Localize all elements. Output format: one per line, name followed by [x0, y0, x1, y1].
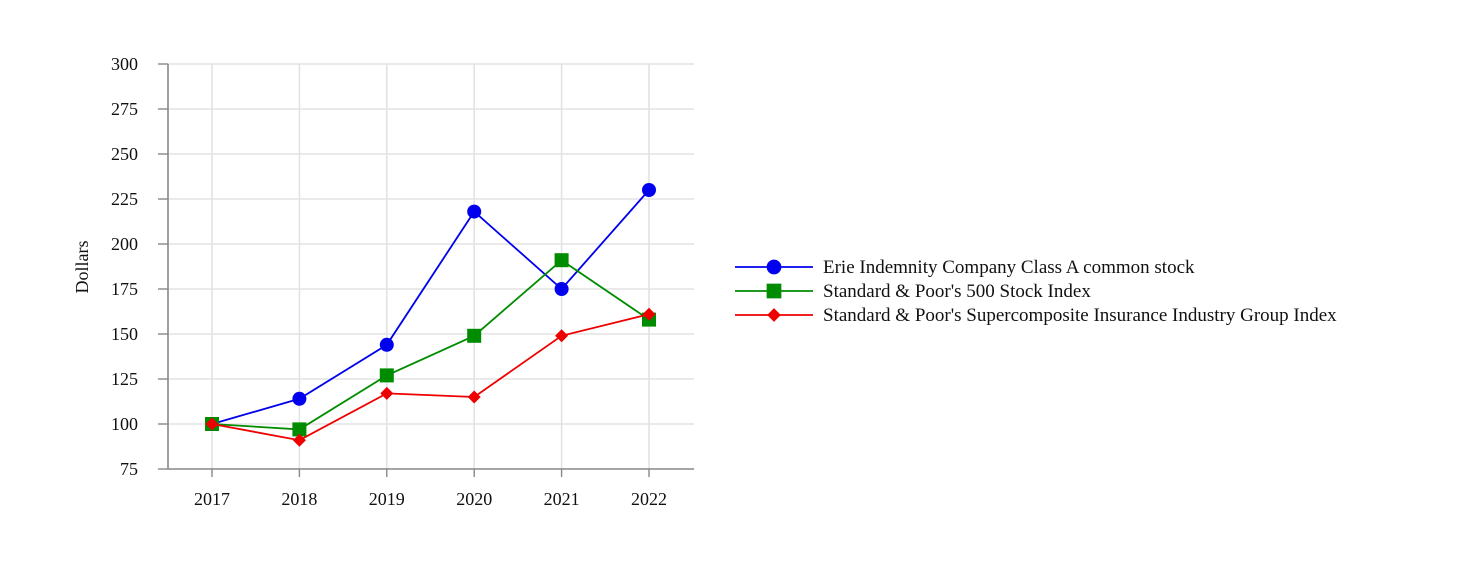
y-tick-label: 275: [111, 99, 138, 119]
legend-item: Standard & Poor's Supercomposite Insuran…: [735, 305, 1337, 326]
legend-item: Standard & Poor's 500 Stock Index: [735, 281, 1091, 302]
series-group: [205, 183, 656, 447]
axes: 75 100 125 150 175 200 225 250 275 300 2017 2018 201…: [111, 54, 694, 509]
gridlines: [168, 63, 694, 469]
series-line: [211, 313, 650, 442]
data-point: [379, 368, 394, 383]
x-tick-label: 2021: [544, 489, 580, 509]
x-tick-label: 2022: [631, 489, 667, 509]
data-point: [292, 391, 307, 406]
legend: Erie Indemnity Company Class A common st…: [735, 257, 1337, 326]
legend-marker: [766, 283, 782, 299]
y-tick-label: 300: [111, 54, 138, 74]
y-tick-label: 175: [111, 279, 138, 299]
legend-item: Erie Indemnity Company Class A common st…: [735, 257, 1195, 278]
y-tick-label: 150: [111, 324, 138, 344]
data-point: [467, 390, 481, 404]
data-point: [292, 422, 307, 437]
y-tick-label: 250: [111, 144, 138, 164]
y-axis-label: Dollars: [72, 241, 92, 294]
legend-label: Standard & Poor's 500 Stock Index: [823, 281, 1091, 302]
legend-label: Erie Indemnity Company Class A common st…: [823, 257, 1195, 278]
legend-label: Standard & Poor's Supercomposite Insuran…: [823, 305, 1337, 326]
series-3: [205, 307, 656, 447]
y-tick-label: 225: [111, 189, 138, 209]
data-point: [379, 337, 394, 352]
series-1: [205, 183, 656, 431]
data-point: [554, 253, 569, 268]
series-line: [211, 259, 650, 431]
x-tick-label: 2018: [281, 489, 317, 509]
data-point: [642, 307, 656, 321]
x-tick-label: 2020: [456, 489, 492, 509]
series-2: [205, 253, 656, 437]
y-tick-label: 125: [111, 369, 138, 389]
data-point: [467, 328, 482, 343]
data-point: [554, 282, 569, 296]
y-tick-label: 100: [111, 414, 138, 434]
x-tick-label: 2017: [194, 489, 230, 509]
legend-marker: [767, 308, 781, 322]
data-point: [467, 204, 482, 219]
data-point: [555, 329, 569, 343]
data-point: [205, 417, 219, 431]
data-point: [380, 386, 394, 400]
y-tick-label: 200: [111, 234, 138, 254]
data-point: [642, 183, 656, 197]
series-line: [211, 189, 650, 425]
data-point: [292, 433, 306, 447]
y-tick-label: 75: [120, 459, 138, 479]
x-tick-label: 2019: [369, 489, 405, 509]
legend-marker: [766, 259, 782, 275]
